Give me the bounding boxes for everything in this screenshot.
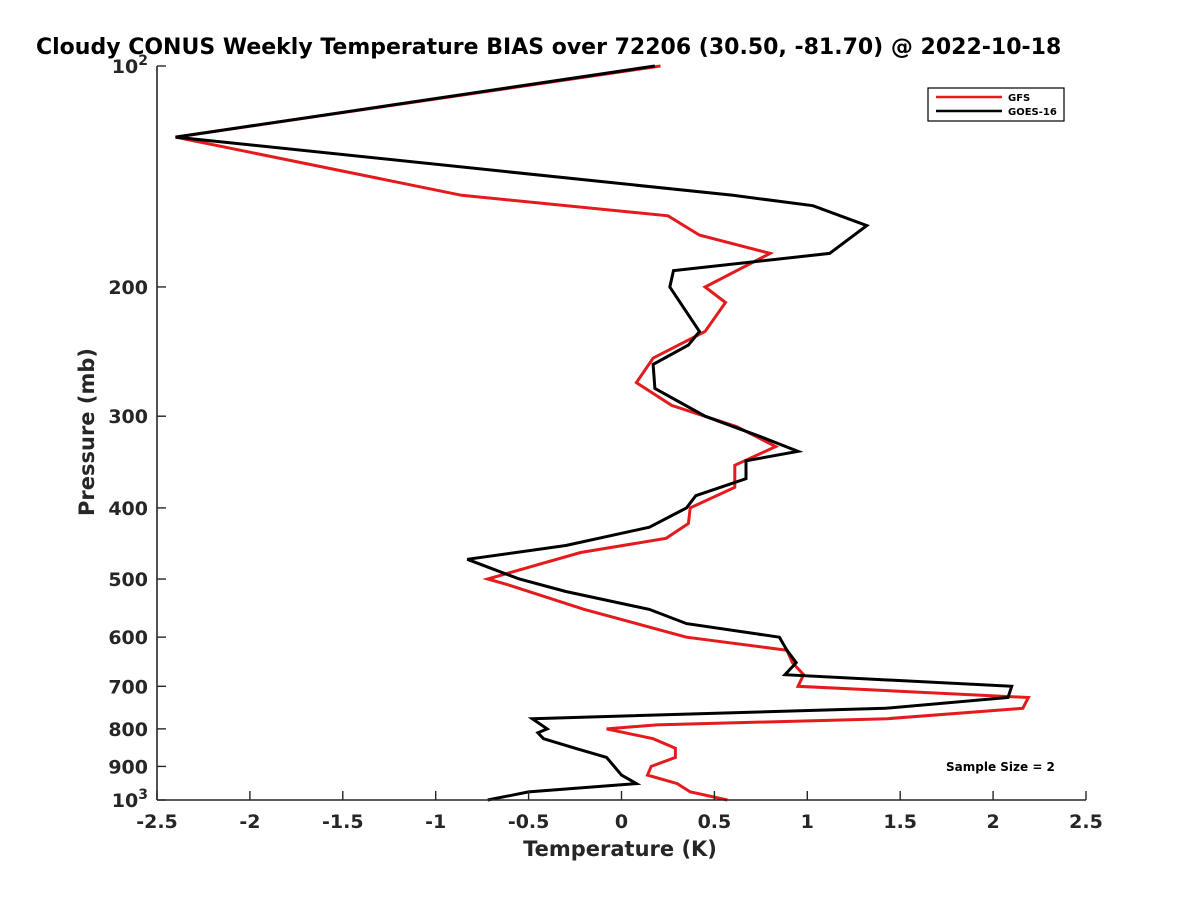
y-tick-label: 600 <box>108 627 148 649</box>
x-tick-label: -0.5 <box>508 811 550 833</box>
legend-box <box>927 87 1065 122</box>
y-tick-label: 800 <box>108 719 148 741</box>
y-tick-label: 200 <box>108 277 148 299</box>
legend: GFS GOES-16 <box>927 87 1065 122</box>
series-goes-16 <box>175 64 1014 802</box>
y-tick-label: 400 <box>108 498 148 520</box>
x-tick-label: -1 <box>425 811 446 833</box>
x-tick-label: 2 <box>986 811 999 833</box>
y-tick-label: 300 <box>108 406 148 428</box>
tick-labels: -2.5 -2 -1.5 -1 -0.5 0 0.5 1 1.5 2 2.5 102 200 300 400… <box>108 53 1103 833</box>
axes-layer <box>156 65 1087 801</box>
series-layer <box>175 64 1031 802</box>
y-tick-label: 102 <box>112 53 148 78</box>
y-tick-label: 500 <box>108 569 148 591</box>
x-tick-label: 1 <box>801 811 814 833</box>
y-axis-label: Pressure (mb) <box>75 348 99 516</box>
series-line-goes-16 <box>175 64 1014 802</box>
legend-label: GOES-16 <box>1008 107 1057 118</box>
chart-title: Cloudy CONUS Weekly Temperature BIAS ove… <box>36 35 1061 60</box>
x-tick-label: 2.5 <box>1069 811 1103 833</box>
x-tick-label: 0.5 <box>698 811 732 833</box>
x-tick-label: -1.5 <box>322 811 364 833</box>
series-line-gfs <box>175 64 1031 802</box>
x-tick-label: 1.5 <box>883 811 917 833</box>
x-axis-label: Temperature (K) <box>523 837 717 861</box>
series-gfs <box>175 64 1031 802</box>
y-tick-label: 900 <box>108 756 148 778</box>
y-tick-label: 700 <box>108 676 148 698</box>
sample-size-annotation: Sample Size = 2 <box>946 760 1055 774</box>
legend-label: GFS <box>1008 93 1030 104</box>
x-tick-label: 0 <box>615 811 628 833</box>
y-tick-label: 103 <box>112 787 148 812</box>
x-tick-label: -2.5 <box>136 811 178 833</box>
x-tick-label: -2 <box>239 811 260 833</box>
